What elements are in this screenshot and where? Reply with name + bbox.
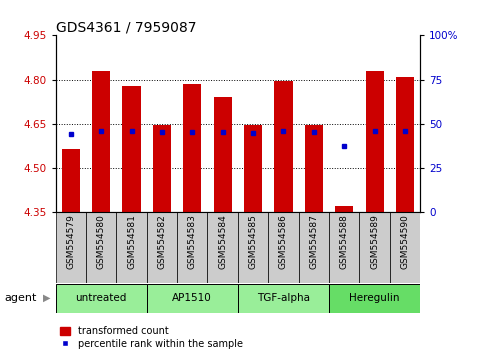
- Text: GDS4361 / 7959087: GDS4361 / 7959087: [56, 20, 196, 34]
- Text: GSM554589: GSM554589: [370, 215, 379, 269]
- Bar: [359, 212, 390, 283]
- Text: GSM554581: GSM554581: [127, 215, 136, 269]
- Bar: [208, 212, 238, 283]
- Bar: [147, 212, 177, 283]
- Text: GSM554584: GSM554584: [218, 215, 227, 269]
- Bar: [244, 125, 262, 212]
- Text: GSM554588: GSM554588: [340, 215, 349, 269]
- Text: AP1510: AP1510: [172, 293, 212, 303]
- Bar: [298, 212, 329, 283]
- Bar: [238, 284, 329, 313]
- Bar: [116, 212, 147, 283]
- Text: GSM554585: GSM554585: [249, 215, 257, 269]
- Text: GSM554583: GSM554583: [188, 215, 197, 269]
- Text: TGF-alpha: TGF-alpha: [257, 293, 310, 303]
- Bar: [56, 284, 147, 313]
- Bar: [329, 212, 359, 283]
- Bar: [366, 71, 384, 212]
- Bar: [147, 284, 238, 313]
- Bar: [396, 77, 414, 212]
- Text: GSM554580: GSM554580: [97, 215, 106, 269]
- Text: Heregulin: Heregulin: [349, 293, 400, 303]
- Bar: [122, 86, 141, 212]
- Bar: [274, 81, 293, 212]
- Text: GSM554587: GSM554587: [309, 215, 318, 269]
- Text: GSM554586: GSM554586: [279, 215, 288, 269]
- Text: untreated: untreated: [75, 293, 127, 303]
- Bar: [62, 149, 80, 212]
- Bar: [153, 125, 171, 212]
- Bar: [268, 212, 298, 283]
- Text: GSM554582: GSM554582: [157, 215, 167, 269]
- Text: ▶: ▶: [43, 293, 50, 303]
- Bar: [86, 212, 116, 283]
- Legend: transformed count, percentile rank within the sample: transformed count, percentile rank withi…: [60, 326, 243, 349]
- Text: agent: agent: [5, 293, 37, 303]
- Bar: [92, 71, 110, 212]
- Bar: [305, 125, 323, 212]
- Bar: [56, 212, 86, 283]
- Bar: [213, 97, 232, 212]
- Text: GSM554590: GSM554590: [400, 215, 410, 269]
- Bar: [335, 206, 354, 212]
- Bar: [238, 212, 268, 283]
- Bar: [183, 84, 201, 212]
- Bar: [177, 212, 208, 283]
- Text: GSM554579: GSM554579: [66, 215, 75, 269]
- Bar: [390, 212, 420, 283]
- Bar: [329, 284, 420, 313]
